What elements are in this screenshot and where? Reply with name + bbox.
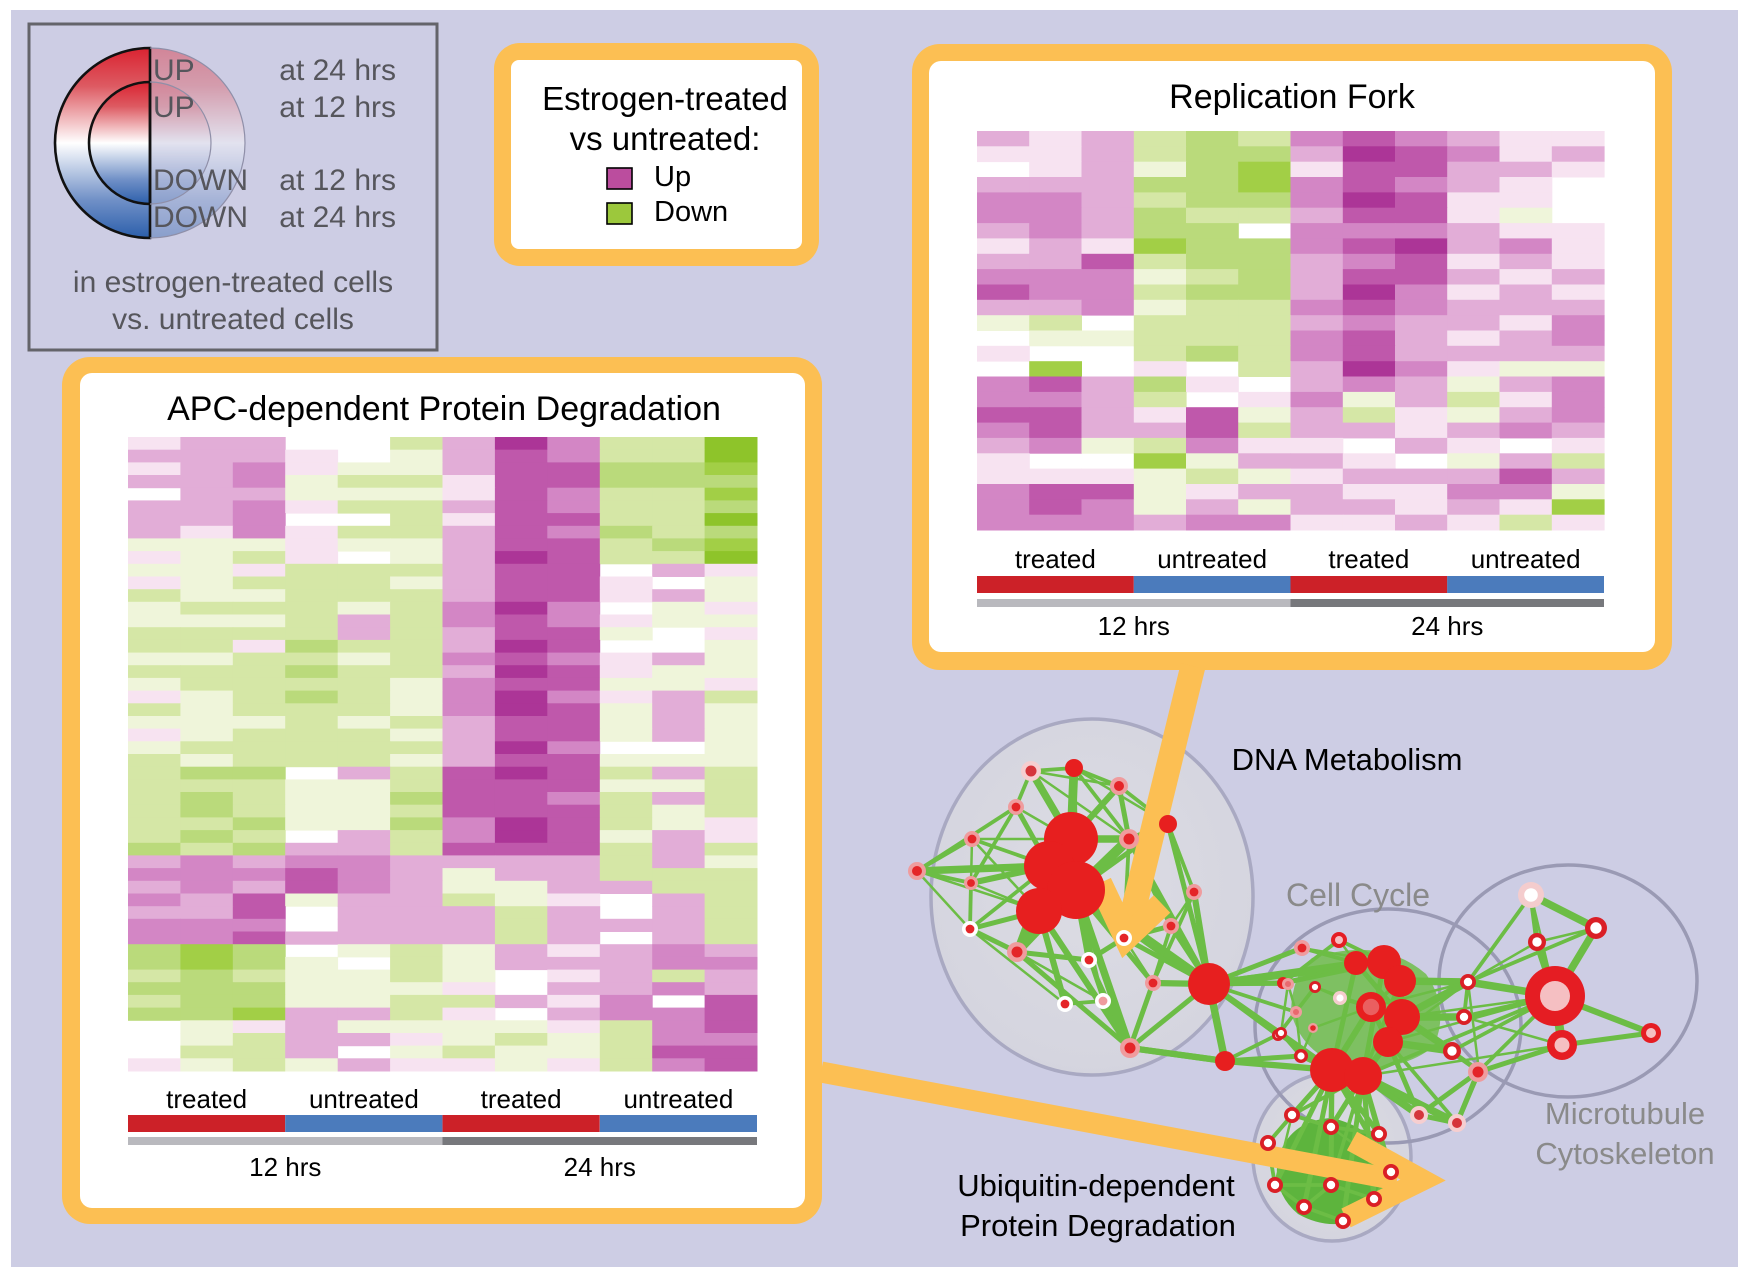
svg-text:vs untreated:: vs untreated: bbox=[570, 120, 761, 157]
svg-text:DOWN: DOWN bbox=[153, 164, 248, 197]
svg-text:Protein Degradation: Protein Degradation bbox=[960, 1208, 1236, 1243]
svg-text:Cell Cycle: Cell Cycle bbox=[1286, 877, 1430, 913]
svg-text:UP: UP bbox=[153, 54, 195, 87]
svg-text:untreated: untreated bbox=[1157, 544, 1267, 574]
svg-text:untreated: untreated bbox=[309, 1084, 419, 1114]
svg-text:Cytoskeleton: Cytoskeleton bbox=[1535, 1136, 1714, 1171]
svg-text:APC-dependent Protein Degradat: APC-dependent Protein Degradation bbox=[167, 390, 721, 428]
svg-text:untreated: untreated bbox=[1471, 544, 1581, 574]
svg-text:DOWN: DOWN bbox=[153, 201, 248, 234]
svg-text:DNA Metabolism: DNA Metabolism bbox=[1232, 742, 1463, 777]
svg-text:24 hrs: 24 hrs bbox=[1411, 611, 1483, 641]
svg-text:untreated: untreated bbox=[623, 1084, 733, 1114]
svg-text:Ubiquitin-dependent: Ubiquitin-dependent bbox=[957, 1168, 1235, 1203]
svg-text:24 hrs: 24 hrs bbox=[564, 1152, 636, 1182]
svg-text:Estrogen-treated: Estrogen-treated bbox=[542, 80, 788, 117]
svg-text:treated: treated bbox=[481, 1084, 562, 1114]
svg-text:Up: Up bbox=[654, 161, 691, 193]
svg-text:at 12 hrs: at 12 hrs bbox=[279, 91, 396, 124]
svg-text:at 12 hrs: at 12 hrs bbox=[279, 164, 396, 197]
svg-text:at 24 hrs: at 24 hrs bbox=[279, 54, 396, 87]
svg-text:Replication Fork: Replication Fork bbox=[1169, 78, 1416, 116]
svg-text:12 hrs: 12 hrs bbox=[1098, 611, 1170, 641]
svg-text:UP: UP bbox=[153, 91, 195, 124]
svg-text:12 hrs: 12 hrs bbox=[249, 1152, 321, 1182]
svg-text:Microtubule: Microtubule bbox=[1545, 1096, 1705, 1131]
svg-text:Down: Down bbox=[654, 196, 728, 228]
svg-text:treated: treated bbox=[166, 1084, 247, 1114]
svg-text:treated: treated bbox=[1015, 544, 1096, 574]
svg-text:treated: treated bbox=[1328, 544, 1409, 574]
svg-text:vs. untreated cells: vs. untreated cells bbox=[112, 303, 354, 336]
svg-text:in estrogen-treated cells: in estrogen-treated cells bbox=[73, 266, 393, 299]
svg-text:at 24 hrs: at 24 hrs bbox=[279, 201, 396, 234]
